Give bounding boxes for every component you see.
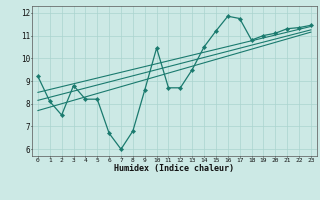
- X-axis label: Humidex (Indice chaleur): Humidex (Indice chaleur): [115, 164, 234, 173]
